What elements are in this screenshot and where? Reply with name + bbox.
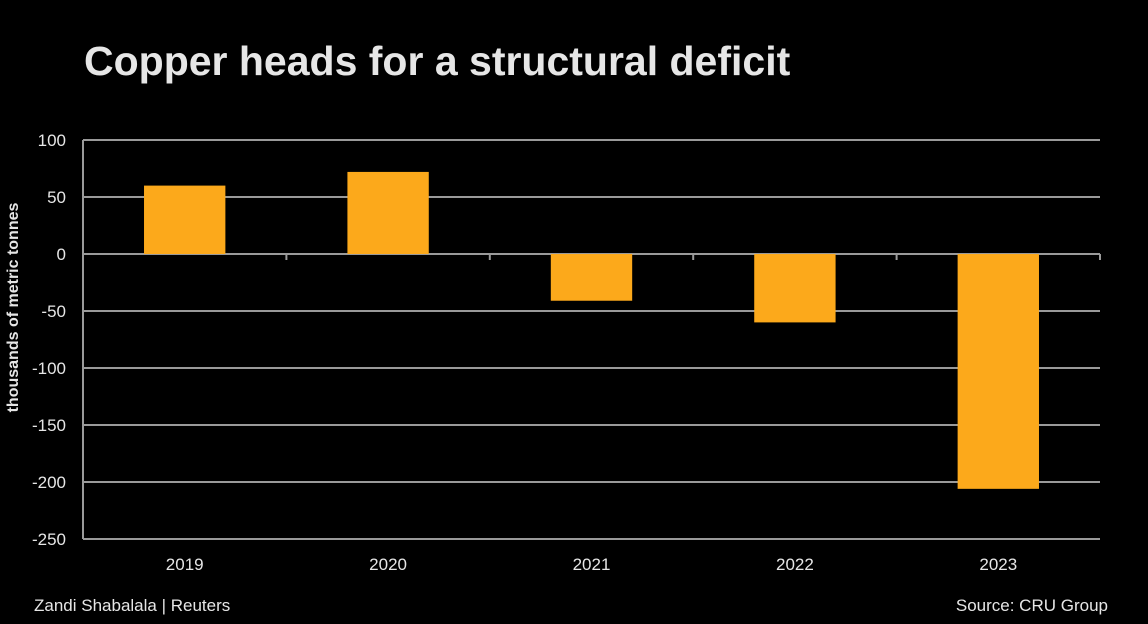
bar-2021 bbox=[550, 254, 633, 301]
x-tick-label: 2020 bbox=[369, 555, 407, 574]
author-credit: Zandi Shabalala | Reuters bbox=[34, 596, 231, 615]
x-tick-label: 2023 bbox=[979, 555, 1017, 574]
bar-2019 bbox=[144, 185, 226, 254]
y-tick-label: 0 bbox=[57, 245, 66, 264]
x-tick-label: 2021 bbox=[573, 555, 611, 574]
y-tick-label: 100 bbox=[38, 131, 66, 150]
x-tick-label: 2022 bbox=[776, 555, 814, 574]
y-tick-label: 50 bbox=[47, 188, 66, 207]
bar-2020 bbox=[347, 171, 429, 254]
source-credit: Source: CRU Group bbox=[955, 596, 1108, 615]
y-axis-label: thousands of metric tonnes bbox=[5, 203, 22, 413]
x-tick-label: 2019 bbox=[166, 555, 204, 574]
bar-2022 bbox=[754, 254, 836, 323]
bar-2023 bbox=[957, 254, 1039, 489]
y-tick-label: -150 bbox=[32, 416, 66, 435]
y-tick-label: -50 bbox=[41, 302, 66, 321]
y-tick-label: -250 bbox=[32, 530, 66, 549]
chart-title: Copper heads for a structural deficit bbox=[84, 38, 791, 84]
y-tick-label: -200 bbox=[32, 473, 66, 492]
y-tick-label: -100 bbox=[32, 359, 66, 378]
